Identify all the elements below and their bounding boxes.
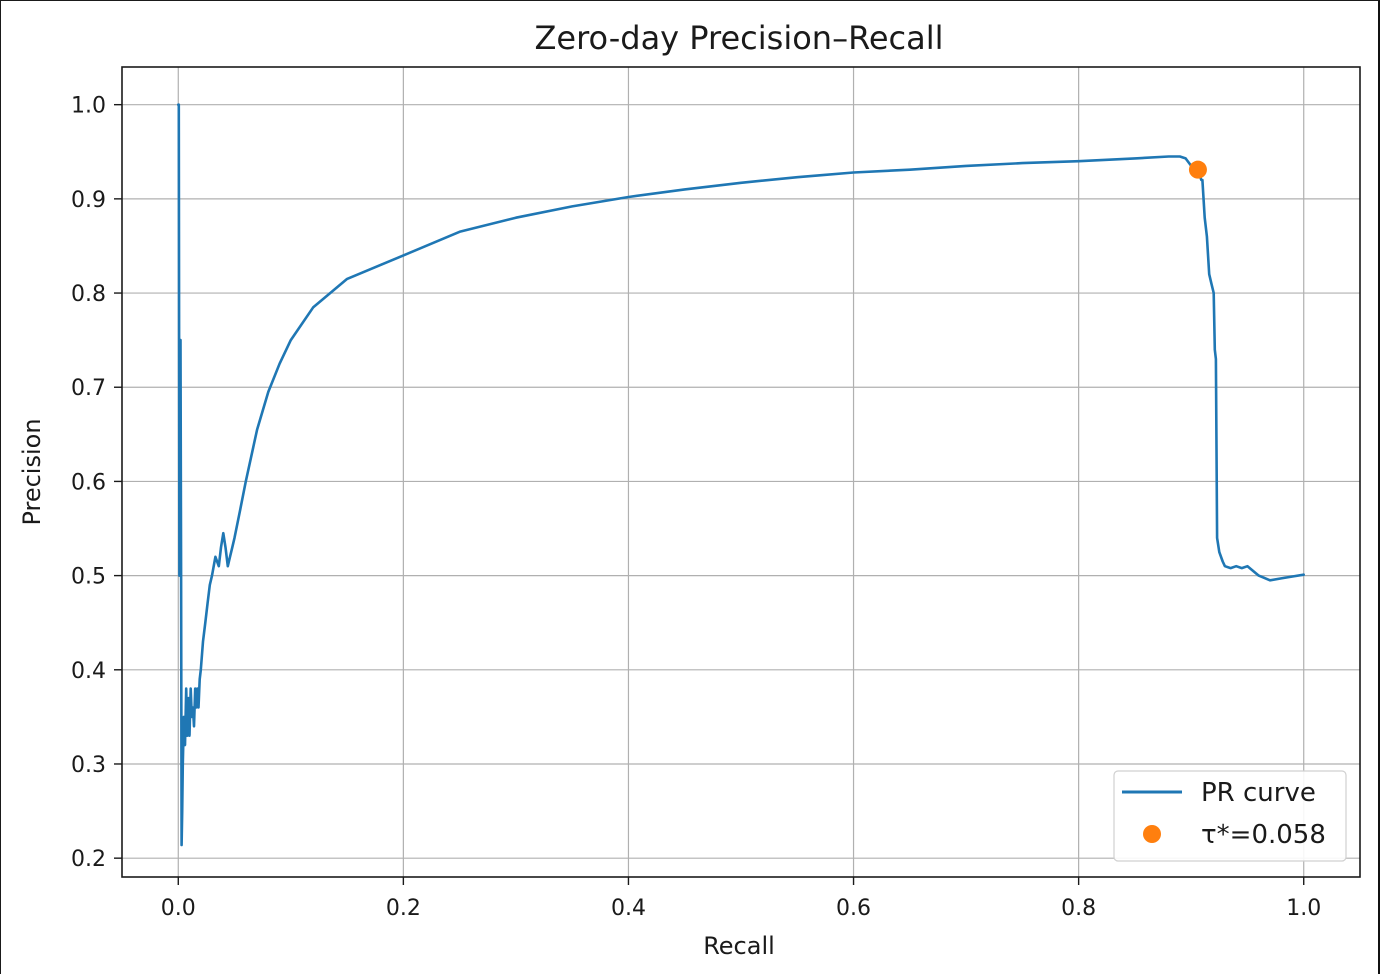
y-tick-label: 0.6 xyxy=(71,470,106,495)
x-tick-label: 0.2 xyxy=(386,896,421,921)
x-axis-label: Recall xyxy=(703,932,775,960)
plot-area xyxy=(177,103,1305,847)
x-tick-label: 0.0 xyxy=(161,896,196,921)
legend: PR curve τ*=0.058 xyxy=(1113,770,1347,862)
legend-label-pr-curve: PR curve xyxy=(1201,778,1316,808)
y-tick-label: 0.9 xyxy=(71,188,106,213)
y-tick-label: 0.8 xyxy=(71,282,106,307)
y-tick-label: 0.7 xyxy=(71,376,106,401)
y-tick-label: 0.3 xyxy=(71,753,106,778)
y-axis-label: Precision xyxy=(18,418,46,525)
y-tick-label: 0.2 xyxy=(71,847,106,872)
y-tick-label: 1.0 xyxy=(71,94,106,119)
legend-label-threshold: τ*=0.058 xyxy=(1201,820,1326,850)
threshold-point xyxy=(1188,160,1207,179)
y-tick-label: 0.5 xyxy=(71,565,106,590)
axis-ticks: 0.0 0.2 0.4 0.6 0.8 1.0 0.2 0.3 0.4 0.5 0.6 0.7 0.8 0… xyxy=(71,94,1321,921)
legend-point-marker xyxy=(1143,825,1161,843)
y-tick-label: 0.4 xyxy=(71,659,106,684)
plot-frame xyxy=(121,66,1361,878)
x-tick-label: 1.0 xyxy=(1286,896,1321,921)
pr-curve-line xyxy=(177,103,1305,847)
grid-lines xyxy=(122,67,1360,877)
x-tick-label: 0.4 xyxy=(611,896,646,921)
chart-title: Zero-day Precision–Recall xyxy=(534,19,943,57)
x-tick-label: 0.6 xyxy=(836,896,871,921)
x-tick-label: 0.8 xyxy=(1061,896,1096,921)
